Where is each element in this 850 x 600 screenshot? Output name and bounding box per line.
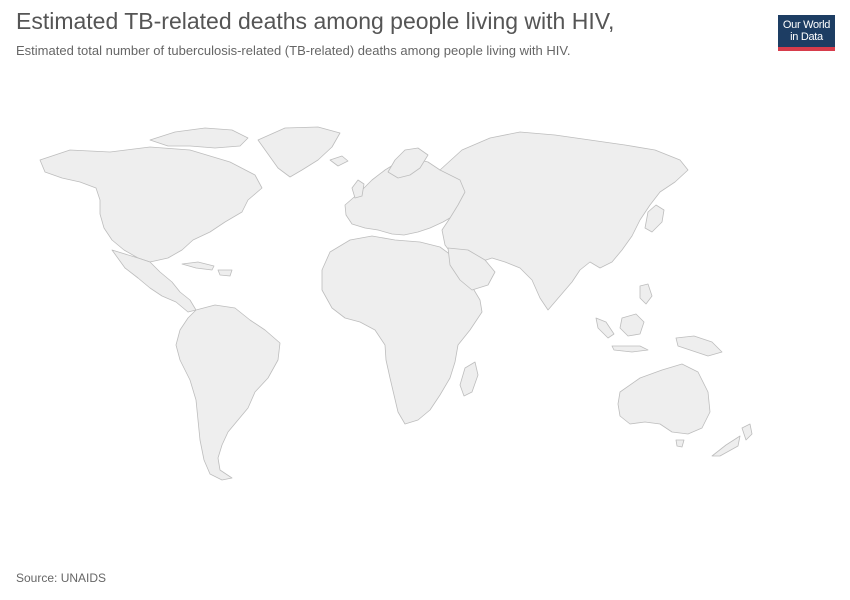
country-shape-tasmania[interactable]: [675, 439, 685, 448]
country-shape-hispaniola[interactable]: [217, 269, 233, 277]
world-map: [0, 110, 850, 490]
country-shape-south-america[interactable]: [175, 304, 281, 481]
country-shape-philippines[interactable]: [639, 283, 653, 305]
country-shape-scandinavia[interactable]: [387, 147, 429, 179]
country-shape-madagascar[interactable]: [459, 361, 479, 397]
country-shape-japan[interactable]: [644, 204, 665, 233]
logo-line-2: in Data: [790, 31, 823, 43]
country-shape-new-zealand-north[interactable]: [741, 423, 753, 441]
country-shape-great-britain[interactable]: [351, 179, 365, 199]
logo-line-1: Our World: [782, 19, 831, 31]
country-shape-africa[interactable]: [321, 235, 483, 425]
country-shape-arabian-peninsula[interactable]: [447, 247, 496, 291]
chart-title: Estimated TB-related deaths among people…: [16, 8, 615, 34]
country-shape-iceland[interactable]: [329, 155, 349, 167]
country-shape-greenland[interactable]: [257, 126, 341, 178]
country-shape-canada-arctic[interactable]: [149, 127, 249, 149]
owid-logo[interactable]: Our World in Data: [778, 15, 835, 51]
country-shape-cuba[interactable]: [181, 261, 215, 271]
country-shape-australia[interactable]: [617, 363, 711, 435]
source-note: Source: UNAIDS: [16, 571, 107, 585]
world-map-svg: [39, 126, 753, 481]
country-shape-borneo[interactable]: [619, 313, 645, 337]
chart-subtitle: Estimated total number of tuberculosis-r…: [16, 43, 571, 58]
country-shape-north-america[interactable]: [39, 146, 263, 263]
country-shape-asia[interactable]: [439, 131, 689, 311]
country-shape-new-guinea[interactable]: [675, 335, 723, 357]
country-shape-java[interactable]: [611, 345, 649, 353]
country-shape-new-zealand-south[interactable]: [711, 435, 741, 457]
country-shape-sumatra[interactable]: [595, 317, 615, 339]
